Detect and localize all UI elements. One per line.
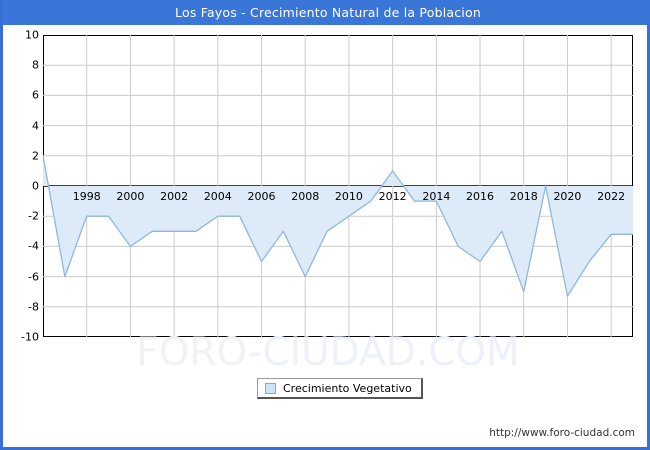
y-tick-label: -10 [21,330,39,344]
square-swatch-icon [265,382,276,394]
x-tick-label: 2018 [509,190,538,203]
y-tick-label: 8 [32,58,39,72]
x-tick-label: 2014 [422,190,451,203]
plot-area: 1998 2000 2002 2004 2006 2008 2010 2012 2014 2016… [43,35,633,337]
x-tick-label: 2008 [291,190,320,203]
x-tick-label: 2004 [203,190,232,203]
y-tick-label: 10 [25,28,39,42]
x-tick-label: 2020 [553,190,582,203]
page-title: Los Fayos - Crecimiento Natural de la Po… [175,5,481,20]
x-tick-label: 2016 [466,190,495,203]
x-tick-label: 2006 [247,190,276,203]
footer-url: http://www.foro-ciudad.com [489,427,635,439]
y-tick-label: 6 [32,88,39,102]
y-tick-label: -6 [28,270,39,284]
x-tick-label: 2012 [378,190,407,203]
x-tick-label: 2022 [597,190,626,203]
x-tick-label: 2000 [116,190,145,203]
y-tick-label: -4 [28,239,39,253]
y-tick-label: 4 [32,119,39,133]
x-tick-label: 1998 [72,190,101,203]
x-tick-label: 2002 [160,190,189,203]
window-title-bar: Los Fayos - Crecimiento Natural de la Po… [3,0,650,25]
x-tick-label: 2010 [334,190,363,203]
y-axis: 10 8 6 4 2 0 -2 -4 -6 -8 -10 [3,29,39,344]
chart-legend: Crecimiento Vegetativo [257,378,423,399]
y-tick-label: 0 [32,179,39,193]
y-tick-label: -2 [28,209,39,223]
y-tick-label: -8 [28,300,39,314]
chart-canvas [43,35,633,337]
y-tick-label: 2 [32,149,39,163]
legend-item-label: Crecimiento Vegetativo [283,381,412,395]
